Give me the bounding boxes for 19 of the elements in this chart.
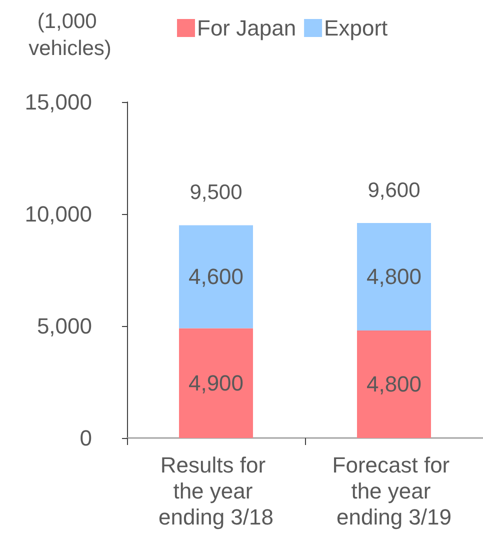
data-label: 4,900 bbox=[188, 370, 244, 396]
y-tick-label: 15,000 bbox=[24, 90, 92, 114]
bar bbox=[357, 330, 431, 438]
data-label: 4,800 bbox=[366, 264, 422, 290]
data-label: 4,800 bbox=[366, 372, 422, 397]
legend-label: For Japan bbox=[197, 16, 296, 40]
total-label: 9,500 bbox=[190, 181, 242, 204]
y-axis-title: (1,000 vehicles) bbox=[28, 10, 112, 60]
legend-label: Export bbox=[324, 16, 388, 40]
total-label: 9,600 bbox=[368, 178, 420, 202]
y-tick-label: 10,000 bbox=[24, 202, 92, 226]
x-tick-label: Results for the year ending 3/18 bbox=[158, 452, 274, 530]
bar bbox=[357, 222, 431, 330]
data-label: 4,600 bbox=[188, 264, 244, 290]
y-tick-label: 0 bbox=[80, 426, 92, 450]
x-tick-label: Forecast for the year ending 3/19 bbox=[332, 452, 456, 530]
y-tick-label: 5,000 bbox=[36, 314, 92, 338]
bar bbox=[179, 328, 253, 438]
bar bbox=[179, 225, 253, 328]
